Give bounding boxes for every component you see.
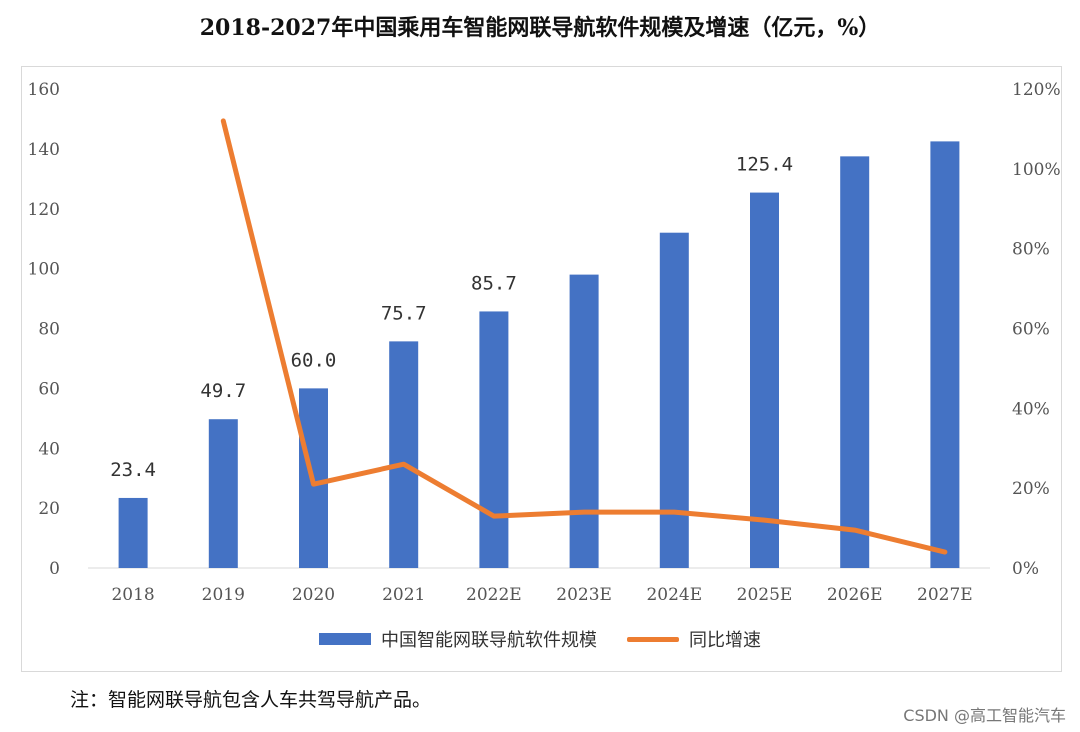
data-label: 60.0 [291, 349, 337, 371]
bar-2026E [840, 156, 870, 568]
y-right-tick-label: 100% [1012, 160, 1061, 180]
data-label: 49.7 [200, 380, 246, 402]
bar-2018 [118, 497, 148, 568]
x-tick-label: 2020 [292, 585, 335, 605]
chart-frame [21, 66, 1062, 672]
legend: 中国智能网联导航软件规模 同比增速 [0, 626, 1080, 652]
x-tick-label: 2024E [646, 585, 702, 605]
bar-2023E [569, 274, 599, 568]
x-tick-label: 2025E [737, 585, 793, 605]
y-left-tick-label: 120 [28, 200, 60, 220]
x-tick-label: 2021 [382, 585, 425, 605]
y-left-tick-label: 100 [28, 260, 60, 280]
bar-2025E [750, 192, 779, 569]
legend-item-line: 同比增速 [627, 626, 761, 652]
y-left-tick-label: 40 [38, 439, 60, 459]
legend-bar-swatch [319, 633, 371, 645]
y-left-tick-label: 80 [38, 320, 60, 340]
data-label: 85.7 [471, 272, 517, 294]
chart-title: 2018-2027年中国乘用车智能网联导航软件规模及增速（亿元，%） [199, 15, 881, 41]
bar-2027E [930, 141, 960, 568]
footnote: 注：智能网联导航包含人车共驾导航产品。 [70, 689, 432, 711]
x-tick-label: 2022E [466, 585, 522, 605]
data-label: 75.7 [381, 302, 427, 324]
y-right-tick-label: 0% [1012, 559, 1039, 579]
bar-2022E [479, 311, 509, 568]
legend-item-bar: 中国智能网联导航软件规模 [319, 626, 597, 652]
data-label: 23.4 [110, 459, 156, 481]
y-left-tick-label: 60 [38, 379, 60, 399]
y-left-tick-label: 20 [38, 499, 60, 519]
x-tick-label: 2018 [111, 585, 154, 605]
legend-line-label: 同比增速 [689, 630, 761, 651]
legend-line-swatch [627, 636, 679, 642]
y-right-tick-label: 120% [1012, 80, 1061, 100]
x-tick-label: 2019 [202, 585, 245, 605]
bar-2024E [659, 232, 689, 568]
watermark: CSDN @高工智能汽车 [903, 706, 1066, 725]
y-right-tick-label: 60% [1012, 320, 1050, 340]
y-right-tick-label: 20% [1012, 479, 1050, 499]
y-right-tick-label: 80% [1012, 240, 1050, 260]
y-left-tick-label: 160 [28, 80, 60, 100]
data-label: 125.4 [736, 154, 793, 176]
x-tick-label: 2027E [917, 585, 973, 605]
y-left-tick-label: 0 [49, 559, 60, 579]
y-right-tick-label: 40% [1012, 399, 1050, 419]
x-tick-label: 2023E [556, 585, 612, 605]
bar-2021 [389, 341, 419, 568]
legend-bar-label: 中国智能网联导航软件规模 [381, 630, 597, 651]
y-left-tick-label: 140 [28, 140, 60, 160]
x-tick-label: 2026E [827, 585, 883, 605]
bar-2019 [208, 419, 238, 568]
